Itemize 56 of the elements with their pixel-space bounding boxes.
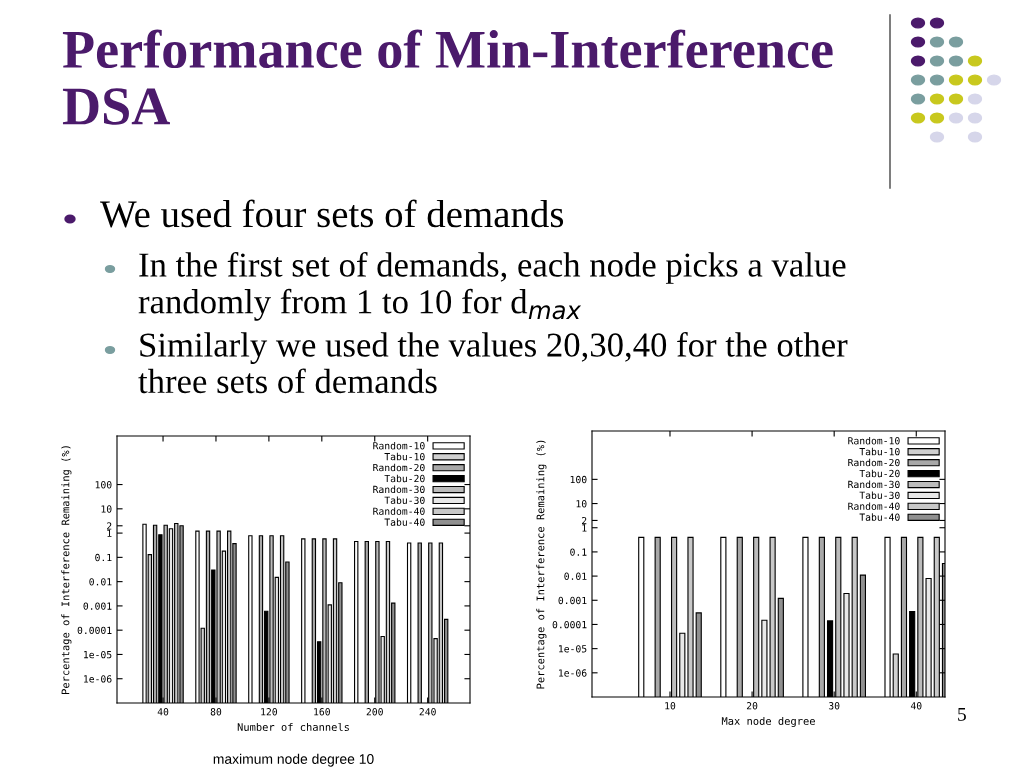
text: Similarly we used the values 20,30,40 for the other three sets of demands — [138, 332, 848, 394]
y-tick-label: 10 — [576, 500, 587, 508]
x-axis-title: Max node degree — [721, 716, 815, 728]
x-tick-label: 20 — [746, 702, 758, 710]
legend-label: Random-30 — [848, 480, 900, 489]
legend-label: Random-20 — [848, 458, 900, 467]
y-tick-label: 100 — [570, 475, 587, 484]
y-tick-label: 1 — [107, 529, 112, 537]
y-tick-label: 1e-05 — [84, 650, 112, 659]
x-tick-label: 40 — [157, 708, 169, 716]
x-tick-label: 40 — [910, 702, 922, 710]
y-tick-label: 1e-05 — [559, 645, 587, 653]
x-axis-title: Number of channels — [237, 722, 349, 731]
x-tick-label: 200 — [366, 708, 383, 716]
y-tick-label: 0.01 — [564, 572, 587, 580]
text: Performance of Min-Interference DSA — [62, 29, 833, 125]
y-axis-title: Percentage of Interference Remaining (%) — [536, 440, 547, 689]
y-tick-label: 0.001 — [558, 596, 587, 605]
y-tick-label: 0.0001 — [77, 626, 112, 635]
legend-label: Random-10 — [373, 441, 425, 450]
x-tick-label: 80 — [210, 708, 222, 716]
y-tick-label: 100 — [95, 481, 112, 489]
y-tick-label: 2 — [582, 516, 587, 525]
text: maximum node degree 10 — [213, 753, 374, 767]
legend-label: Tabu-40 — [384, 518, 425, 526]
text: 5 — [958, 707, 966, 721]
legend-label: Random-40 — [848, 502, 900, 510]
legend-label: Tabu-40 — [859, 513, 900, 521]
text: In the first set of demands, each node picks a value randomly from 1 to 10 for d$_{max}$ — [138, 252, 846, 321]
y-tick-label: 0.001 — [83, 602, 112, 610]
legend-label: Random-20 — [373, 463, 425, 472]
x-tick-label: 10 — [665, 702, 676, 710]
legend-label: Tabu-10 — [384, 452, 425, 461]
y-tick-label: 2 — [107, 522, 112, 530]
y-tick-label: 0.1 — [570, 548, 587, 556]
y-tick-label: 1e-06 — [84, 675, 112, 683]
y-tick-label: 1 — [582, 524, 587, 532]
y-axis-title: Percentage of Interference Remaining (%) — [61, 446, 72, 694]
legend-label: Tabu-10 — [859, 447, 900, 456]
legend-label: Tabu-20 — [859, 469, 900, 478]
x-tick-label: 30 — [828, 702, 840, 710]
y-tick-label: 0.1 — [95, 553, 112, 562]
x-tick-label: 120 — [261, 708, 278, 716]
y-tick-label: 1e-06 — [559, 669, 587, 677]
legend-label: Tabu-20 — [384, 474, 425, 483]
legend-label: Random-10 — [848, 436, 900, 445]
y-tick-label: 0.0001 — [552, 620, 587, 629]
legend-label: Tabu-30 — [384, 496, 425, 505]
legend-label: Tabu-30 — [859, 491, 900, 500]
legend-label: Random-30 — [373, 485, 425, 494]
x-tick-label: 160 — [314, 708, 330, 716]
legend-label: Random-40 — [373, 507, 425, 515]
x-tick-label: 240 — [419, 708, 436, 716]
y-tick-label: 0.01 — [89, 578, 112, 586]
text: We used four sets of demands — [100, 199, 564, 228]
y-tick-label: 10 — [101, 505, 112, 513]
